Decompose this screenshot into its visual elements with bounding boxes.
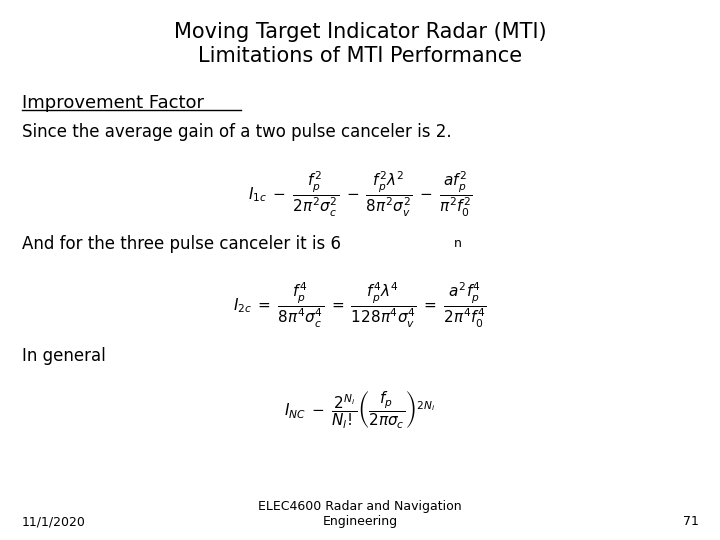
Text: In general: In general (22, 347, 105, 364)
Text: Moving Target Indicator Radar (MTI)
Limitations of MTI Performance: Moving Target Indicator Radar (MTI) Limi… (174, 22, 546, 66)
Text: $I_{1c}\; -\; \dfrac{f_p^{2}}{2\pi^2\sigma_c^{2}}\; -\; \dfrac{f_p^{2}\lambda^2}: $I_{1c}\; -\; \dfrac{f_p^{2}}{2\pi^2\sig… (248, 170, 472, 219)
Text: Since the average gain of a two pulse canceler is 2.: Since the average gain of a two pulse ca… (22, 123, 451, 141)
Text: ELEC4600 Radar and Navigation
Engineering: ELEC4600 Radar and Navigation Engineerin… (258, 500, 462, 528)
Text: n: n (454, 237, 462, 249)
Text: And for the three pulse canceler it is 6: And for the three pulse canceler it is 6 (22, 235, 341, 253)
Text: $I_{2c}\; =\; \dfrac{f_p^{4}}{8\pi^4\sigma_c^{4}}\; =\; \dfrac{f_p^{4}\lambda^4}: $I_{2c}\; =\; \dfrac{f_p^{4}}{8\pi^4\sig… (233, 281, 487, 330)
Text: 11/1/2020: 11/1/2020 (22, 515, 86, 528)
Text: $I_{NC}\; -\; \dfrac{2^{N_i}}{N_l!}\left(\dfrac{f_p}{2\pi\sigma_c}\right)^{2N_i}: $I_{NC}\; -\; \dfrac{2^{N_i}}{N_l!}\left… (284, 389, 436, 430)
Text: 71: 71 (683, 515, 698, 528)
Text: Improvement Factor: Improvement Factor (22, 94, 204, 112)
